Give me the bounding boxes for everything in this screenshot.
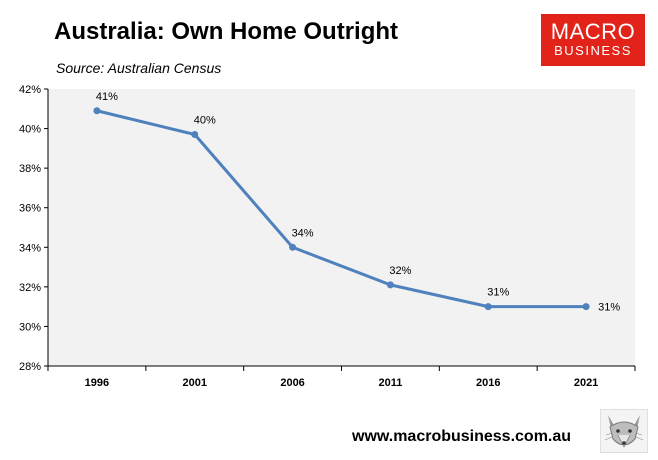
data-label: 32% <box>389 265 411 277</box>
wolf-mascot-icon <box>600 409 648 453</box>
x-tick-label: 2016 <box>476 377 500 389</box>
data-label: 31% <box>598 302 620 314</box>
data-point <box>191 131 199 139</box>
data-label: 40% <box>194 115 216 127</box>
y-tick-label: 38% <box>19 163 41 175</box>
data-point <box>582 303 590 311</box>
plot-area <box>48 89 635 366</box>
x-tick-label: 2006 <box>280 377 304 389</box>
chart-title: Australia: Own Home Outright <box>54 18 399 45</box>
x-tick-label: 1996 <box>85 377 109 389</box>
chart-subtitle: Source: Australian Census <box>56 60 222 76</box>
website-url: www.macrobusiness.com.au <box>352 428 572 445</box>
y-tick-label: 32% <box>19 282 41 294</box>
data-label: 34% <box>292 227 314 239</box>
macrobusiness-logo: MACRO BUSINESS <box>541 14 645 66</box>
data-label: 31% <box>487 287 509 299</box>
x-tick-label: 2021 <box>574 377 598 389</box>
data-point <box>93 107 101 115</box>
x-tick-label: 2001 <box>183 377 207 389</box>
y-tick-label: 40% <box>19 124 41 136</box>
logo-text-business: BUSINESS <box>554 43 632 58</box>
y-tick-label: 34% <box>19 242 41 254</box>
x-tick-label: 2011 <box>378 377 402 389</box>
data-label: 41% <box>96 91 118 103</box>
y-tick-label: 42% <box>19 84 41 96</box>
y-tick-label: 30% <box>19 321 41 333</box>
y-tick-label: 28% <box>19 361 41 373</box>
series-line <box>95 109 588 309</box>
data-point <box>484 303 492 311</box>
data-point <box>386 281 394 289</box>
logo-text-macro: MACRO <box>550 19 636 44</box>
data-point <box>289 243 297 251</box>
y-tick-label: 36% <box>19 203 41 215</box>
